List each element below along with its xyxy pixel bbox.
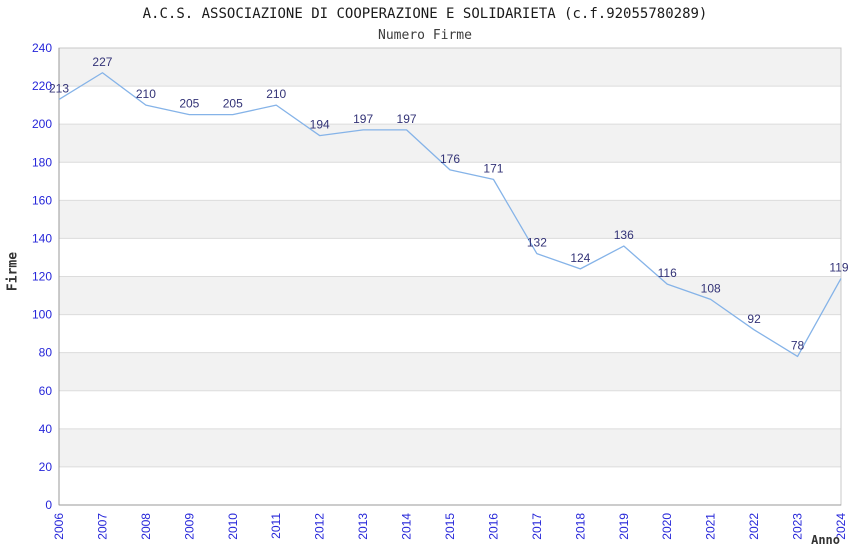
data-point-label: 78: [791, 338, 805, 352]
x-tick-label: 2010: [226, 513, 240, 540]
data-point-label: 124: [570, 251, 590, 265]
plot-band: [59, 86, 841, 125]
x-tick-label: 2009: [182, 513, 196, 540]
plot-band: [59, 428, 841, 467]
y-tick-label: 120: [32, 270, 52, 284]
plot-band: [59, 48, 841, 87]
plot-band: [59, 352, 841, 391]
x-tick-label: 2012: [313, 513, 327, 540]
plot-band: [59, 238, 841, 277]
data-point-label: 210: [136, 87, 156, 101]
x-tick-label: 2020: [660, 513, 674, 540]
x-tick-label: 2019: [617, 513, 631, 540]
x-tick-label: 2015: [443, 513, 457, 540]
x-tick-label: 2018: [573, 513, 587, 540]
plot-band: [59, 276, 841, 315]
plot-band: [59, 314, 841, 353]
x-tick-label: 2016: [486, 513, 500, 540]
x-axis-title: Anno: [811, 533, 840, 547]
data-point-label: 205: [223, 97, 243, 111]
x-tick-label: 2022: [747, 513, 761, 540]
x-tick-label: 2014: [400, 513, 414, 540]
data-point-label: 197: [397, 112, 417, 126]
plot-band: [59, 124, 841, 163]
y-tick-label: 40: [39, 422, 53, 436]
y-tick-label: 160: [32, 193, 52, 207]
x-tick-label: 2013: [356, 513, 370, 540]
plot-band: [59, 200, 841, 239]
y-tick-label: 60: [39, 384, 53, 398]
data-point-label: 92: [747, 312, 761, 326]
y-tick-label: 220: [32, 79, 52, 93]
x-tick-label: 2017: [530, 513, 544, 540]
x-tick-label: 2006: [52, 513, 66, 540]
plot-band: [59, 466, 841, 505]
y-tick-label: 200: [32, 117, 52, 131]
data-point-label: 194: [310, 118, 330, 132]
x-tick-label: 2008: [139, 513, 153, 540]
data-point-label: 136: [614, 228, 634, 242]
data-point-label: 227: [92, 55, 112, 69]
chart-subtitle: Numero Firme: [378, 28, 472, 43]
data-point-label: 205: [179, 97, 199, 111]
y-tick-label: 20: [39, 460, 53, 474]
data-point-label: 132: [527, 236, 547, 250]
y-tick-label: 180: [32, 155, 52, 169]
chart-title: A.C.S. ASSOCIAZIONE DI COOPERAZIONE E SO…: [142, 6, 708, 22]
data-point-label: 119: [829, 260, 848, 274]
data-line: [58, 72, 842, 358]
x-tick-label: 2021: [704, 513, 718, 540]
x-tick-label: 2024: [834, 513, 848, 540]
plot-band: [59, 162, 841, 201]
data-point-label: 171: [483, 161, 503, 175]
y-tick-label: 0: [45, 498, 52, 512]
data-point-label: 210: [266, 87, 286, 101]
x-tick-label: 2007: [95, 513, 109, 540]
x-tick-label: 2023: [791, 513, 805, 540]
x-tick-label: 2011: [269, 513, 283, 539]
y-tick-label: 140: [32, 231, 52, 245]
data-point-label: 197: [353, 112, 373, 126]
data-point-label: 213: [49, 81, 69, 95]
y-tick-label: 80: [39, 346, 53, 360]
y-tick-label: 240: [32, 41, 52, 55]
data-point-label: 116: [658, 266, 677, 280]
y-tick-label: 100: [32, 308, 52, 322]
data-point-label: 176: [440, 152, 460, 166]
data-point-label: 108: [701, 281, 721, 295]
plot-band: [59, 390, 841, 429]
